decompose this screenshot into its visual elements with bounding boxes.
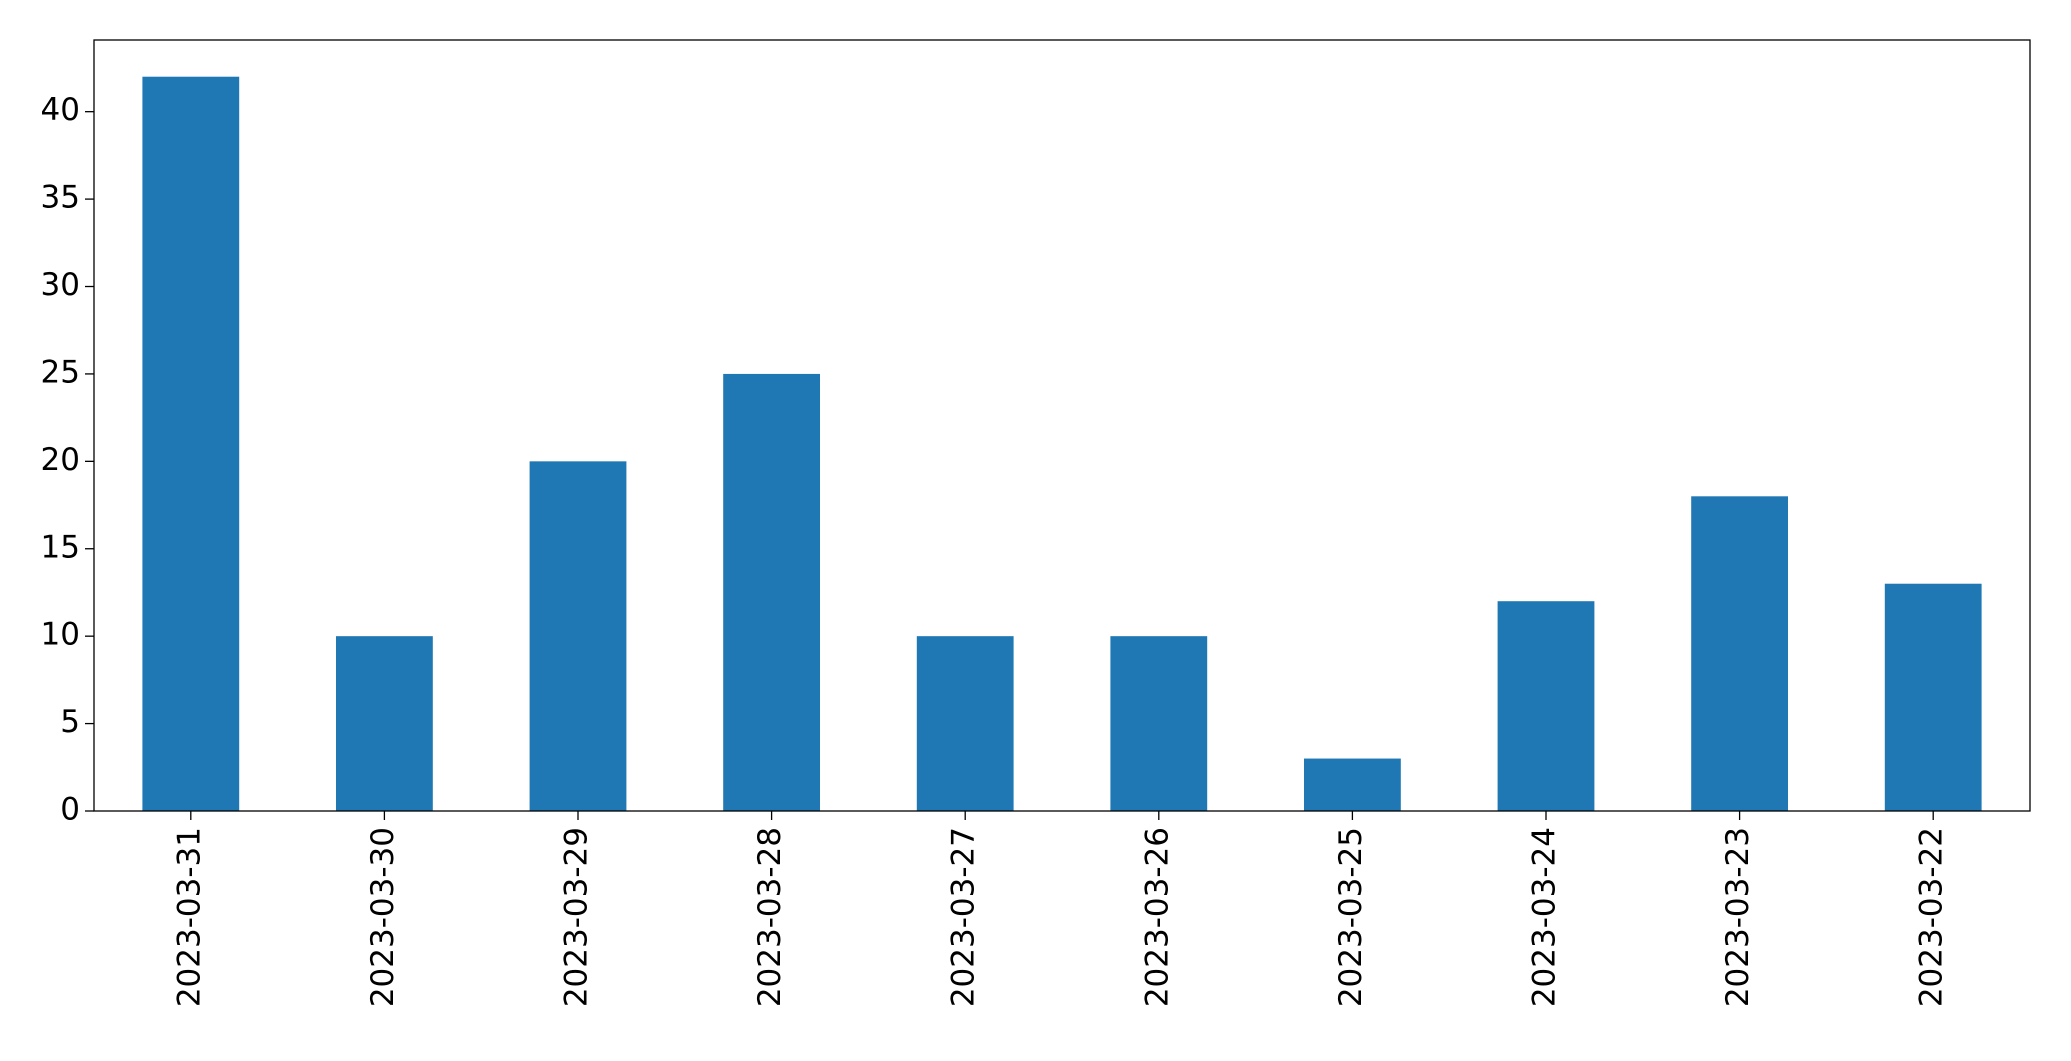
bar (1497, 601, 1595, 811)
y-tick-label: 25 (41, 354, 80, 390)
x-tick-label: 2023-03-31 (171, 827, 207, 1007)
bar (1884, 583, 1982, 811)
bar (529, 461, 627, 811)
y-tick-label: 35 (41, 180, 80, 216)
x-tick-label: 2023-03-30 (365, 827, 401, 1007)
bar (1691, 496, 1788, 811)
x-tick-label: 2023-03-27 (946, 827, 982, 1007)
x-tick-label: 2023-03-29 (559, 827, 595, 1007)
y-tick-label: 20 (41, 442, 80, 478)
x-tick-label: 2023-03-26 (1139, 827, 1175, 1007)
bar (142, 76, 240, 811)
x-tick-label: 2023-03-28 (752, 827, 788, 1007)
bar (723, 373, 820, 811)
bar (1110, 636, 1208, 811)
y-tick-label: 0 (60, 792, 80, 828)
bar (1304, 758, 1401, 811)
y-tick-label: 30 (41, 267, 80, 303)
plot-frame (93, 39, 2031, 812)
y-tick-label: 40 (41, 92, 80, 128)
x-tick-label: 2023-03-23 (1720, 827, 1756, 1007)
x-tick-label: 2023-03-22 (1914, 827, 1950, 1007)
y-tick-label: 15 (41, 529, 80, 565)
x-tick-label: 2023-03-24 (1527, 827, 1563, 1007)
bar (336, 636, 433, 811)
bar (916, 636, 1014, 811)
y-tick-label: 10 (41, 617, 80, 653)
y-tick-label: 5 (60, 704, 80, 740)
x-tick-label: 2023-03-25 (1333, 827, 1369, 1007)
